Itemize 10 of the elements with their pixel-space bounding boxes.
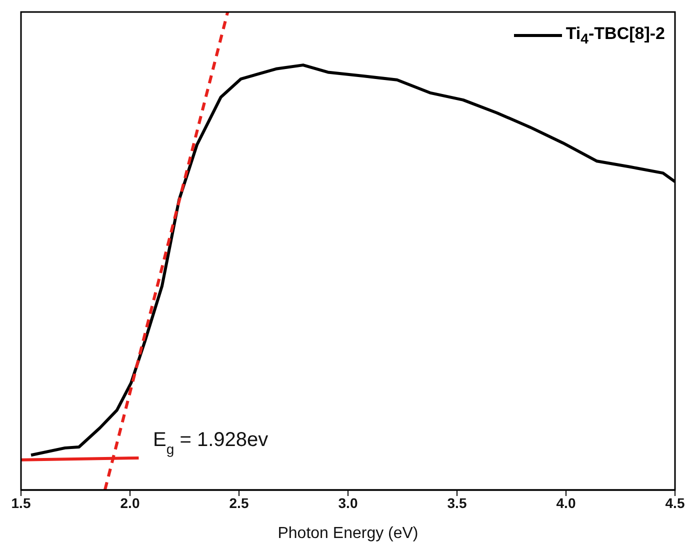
x-axis-title: Photon Energy (eV) <box>278 525 418 542</box>
x-tick-label: 2.5 <box>229 494 249 511</box>
x-tick-label: 4.5 <box>665 494 685 511</box>
x-tick-label: 4.0 <box>556 494 576 511</box>
annotation: E$_{g}$ = 1.928ev <box>153 429 268 457</box>
x-tick-label: 3.5 <box>447 494 467 511</box>
x-tick-label: 2.0 <box>120 494 140 511</box>
legend-label: Ti$_{4}$-TBC[8]-2 <box>566 24 665 48</box>
x-tick-label: 1.5 <box>11 494 31 511</box>
x-tick-label: 3.0 <box>338 494 358 511</box>
